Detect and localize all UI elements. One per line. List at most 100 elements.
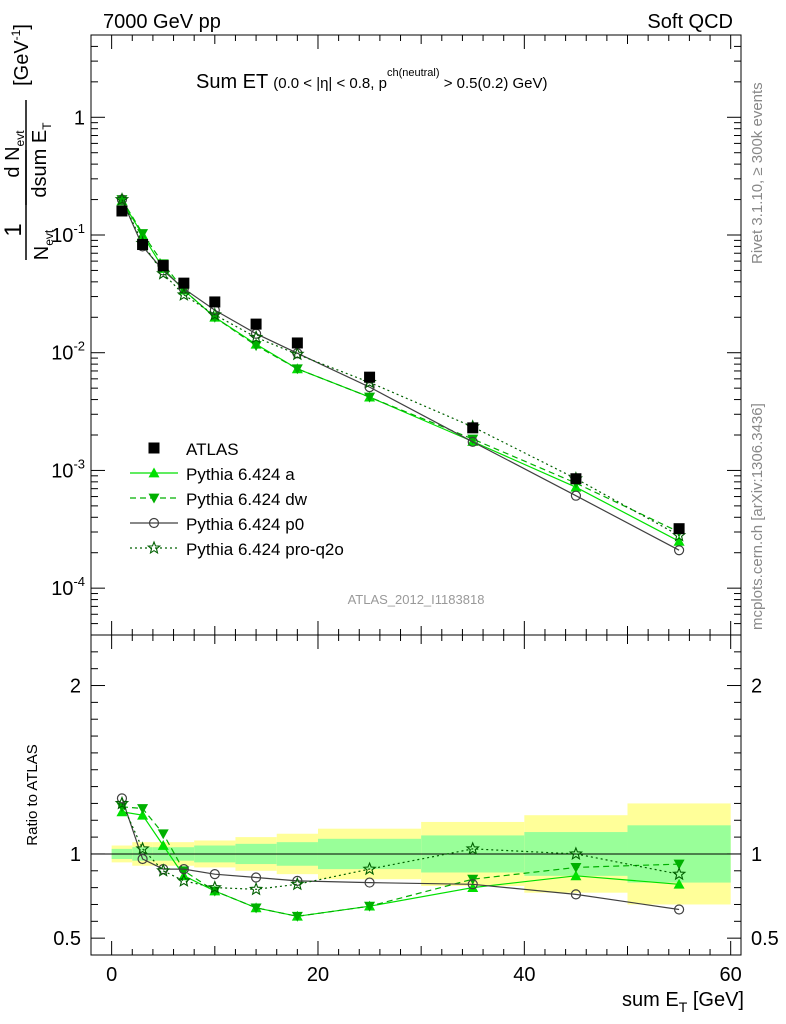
series-point-lower <box>157 829 169 840</box>
y-tick-label-upper: 10-4 <box>51 574 85 600</box>
y-tick-label-lower-right: 1 <box>751 844 762 866</box>
series-line-lower <box>121 803 680 890</box>
series-point-lower <box>362 861 377 876</box>
series-point-lower <box>570 870 582 881</box>
legend-label: Pythia 6.424 dw <box>186 490 308 509</box>
category-label: Soft QCD <box>647 11 733 33</box>
x-tick-label: 0 <box>106 964 117 986</box>
series-point-upper <box>156 266 171 280</box>
series-point-lower <box>364 901 376 912</box>
series-point-lower <box>137 809 149 820</box>
series-point-lower <box>248 881 264 896</box>
series-point-upper <box>137 229 149 239</box>
data-point <box>137 239 149 251</box>
series-point-lower <box>156 863 171 877</box>
series-point-lower <box>465 841 480 855</box>
series-point-lower <box>467 879 478 890</box>
data-point <box>364 371 376 383</box>
series-line-upper <box>121 199 680 537</box>
series-point-lower <box>570 863 582 873</box>
data-point <box>570 473 582 485</box>
data-point <box>209 296 221 308</box>
data-point <box>116 205 128 217</box>
series-point-upper <box>673 545 685 556</box>
data-point <box>467 422 479 434</box>
series-point-upper <box>364 392 376 403</box>
y-tick-label-upper: 10-3 <box>51 456 85 482</box>
y-axis-label-upper: 1 Nevt d Nevt dsum ET [GeV-1] <box>0 24 56 260</box>
data-point <box>250 318 262 330</box>
series-point-lower <box>176 873 192 887</box>
data-point <box>157 260 169 272</box>
series-point-lower <box>291 911 303 922</box>
series-point-upper <box>248 329 264 344</box>
y-tick-label-upper: 1 <box>74 107 85 129</box>
legend-label: ATLAS <box>186 440 239 459</box>
data-point <box>178 277 190 289</box>
lower-frame <box>90 634 742 956</box>
analysis-id: ATLAS_2012_I1183818 <box>348 592 485 607</box>
series-point-upper <box>673 535 685 546</box>
x-tick-label: 20 <box>307 964 329 986</box>
y-tick-label-upper: 10-1 <box>51 221 85 247</box>
series-point-lower <box>673 859 685 870</box>
legend-marker <box>148 493 160 504</box>
series-point-lower <box>137 804 149 814</box>
source-label: mcplots.cern.ch [arXiv:1306.3436] <box>749 403 766 630</box>
rivet-version-label: Rivet 3.1.10, ≥ 300k events <box>749 82 766 264</box>
data-point <box>291 337 303 349</box>
svg-text:Nevt: Nevt <box>31 229 56 260</box>
legend-label: Pythia 6.424 p0 <box>186 515 304 534</box>
svg-text:1: 1 <box>0 223 27 236</box>
legend-marker <box>148 467 160 478</box>
series-line-upper <box>121 199 680 551</box>
series-point-upper <box>250 341 262 352</box>
legend-label: Pythia 6.424 pro-q2o <box>186 540 344 559</box>
series-point-lower <box>290 876 305 891</box>
y-tick-label-lower-right: 2 <box>751 676 762 698</box>
series-line-lower <box>121 806 680 917</box>
x-tick-label: 60 <box>720 964 742 986</box>
series-point-lower <box>673 904 685 915</box>
series-point-lower <box>671 866 687 881</box>
series-point-upper <box>291 364 303 375</box>
series-point-upper <box>467 434 479 445</box>
y-tick-label-lower: 2 <box>70 676 81 698</box>
series-point-lower <box>207 880 222 894</box>
y-tick-label-upper: 10-2 <box>51 339 85 365</box>
series-point-lower <box>673 878 685 889</box>
series-point-upper <box>176 287 192 301</box>
legend-marker <box>148 442 160 454</box>
series-point-lower <box>135 841 150 855</box>
series-point-upper <box>570 490 582 501</box>
series-point-lower <box>209 869 220 880</box>
chart-title: Sum ET (0.0 < |η| < 0.8, pch(neutral) > 0… <box>196 67 548 93</box>
series-point-upper <box>290 346 305 361</box>
svg-text:d Nevt: d Nevt <box>2 130 27 178</box>
series-point-lower <box>116 793 128 804</box>
y-tick-label-lower: 1 <box>70 844 81 866</box>
series-point-upper <box>114 192 130 206</box>
series-point-lower <box>568 846 583 861</box>
y-tick-label-lower-right: 0.5 <box>751 928 779 950</box>
data-point <box>673 523 685 535</box>
series-point-upper <box>467 436 478 447</box>
x-axis-label: sum ET [GeV] <box>622 989 744 1015</box>
series-point-lower <box>364 877 375 888</box>
svg-text:dsum ET: dsum ET <box>29 122 54 198</box>
series-point-lower <box>467 882 479 893</box>
legend-marker <box>148 517 160 529</box>
x-tick-label: 40 <box>513 964 535 986</box>
series-point-lower <box>137 853 148 865</box>
series-point-lower <box>570 889 582 900</box>
series-point-lower <box>157 840 169 850</box>
y-axis-label-lower: Ratio to ATLAS <box>24 744 41 845</box>
series-line-lower <box>121 798 680 911</box>
series-point-lower <box>292 875 303 886</box>
svg-text:[GeV-1]: [GeV-1] <box>9 24 33 86</box>
series-point-lower <box>250 903 262 914</box>
series-point-upper <box>207 307 222 321</box>
energy-label: 7000 GeV pp <box>103 11 221 33</box>
legend-marker <box>146 540 162 555</box>
